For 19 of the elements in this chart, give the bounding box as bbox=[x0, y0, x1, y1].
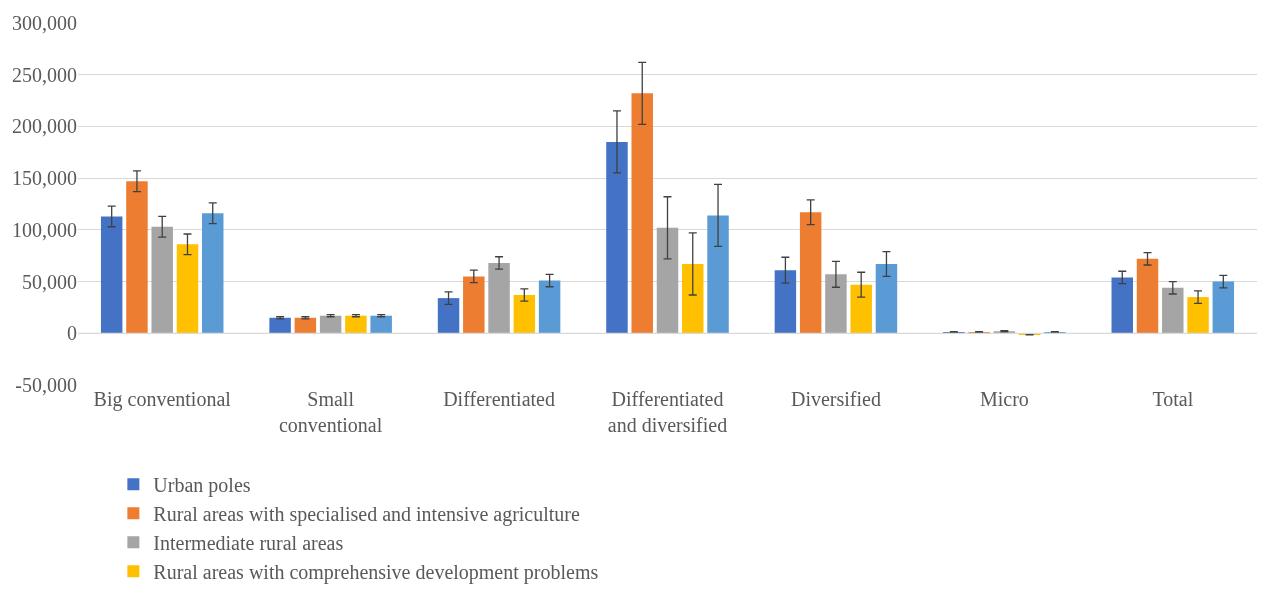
x-tick-label: Total bbox=[1152, 388, 1194, 410]
y-tick-label: 0 bbox=[67, 322, 77, 345]
y-tick-label: 250,000 bbox=[12, 63, 77, 86]
x-tick-label: Micro bbox=[979, 388, 1029, 410]
y-tick-label: 300,000 bbox=[12, 12, 77, 34]
x-tick-label: Differentiated bbox=[443, 388, 555, 410]
x-tick-label: Diversified bbox=[790, 388, 881, 410]
y-tick-label: 50,000 bbox=[22, 270, 77, 293]
x-tick-label: Differentiated and diversified bbox=[607, 388, 728, 436]
y-tick-label: 150,000 bbox=[12, 167, 77, 190]
legend-label: Rural areas with specialised and intensive agriculture bbox=[153, 502, 581, 526]
y-tick-label: 100,000 bbox=[12, 218, 77, 241]
y-tick-label: -50,000 bbox=[15, 374, 77, 396]
legend-label: Rural areas with comprehensive development problems bbox=[153, 560, 599, 584]
y-tick-label: 200,000 bbox=[12, 115, 77, 138]
x-tick-label: Big conventional bbox=[93, 388, 232, 411]
legend-label: Intermediate rural areas bbox=[153, 531, 344, 554]
x-tick-label: Small conventional bbox=[278, 388, 383, 436]
legend-label: Urban poles bbox=[153, 473, 251, 497]
